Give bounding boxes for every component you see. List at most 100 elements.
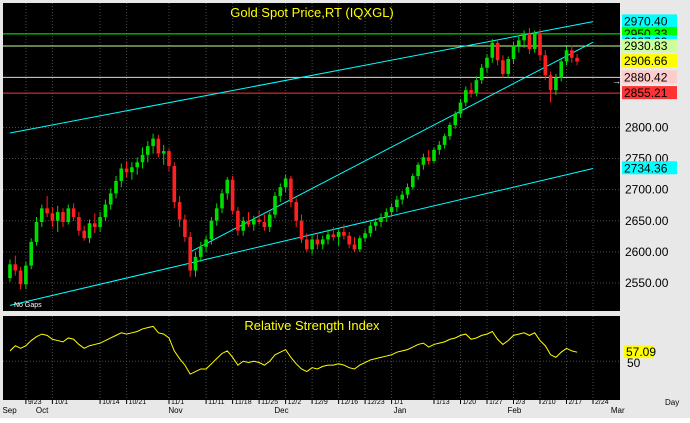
candle <box>267 212 272 232</box>
candle <box>71 203 76 221</box>
price-candles <box>8 27 579 290</box>
x-week-label: 1/27 <box>489 399 503 406</box>
x-week-label: 1/13 <box>436 399 450 406</box>
candle-body <box>373 222 378 226</box>
x-week-label: 10/14 <box>102 399 120 406</box>
candle-body <box>66 208 71 223</box>
candle-body <box>151 138 155 147</box>
candle <box>29 238 33 270</box>
candle <box>384 208 389 223</box>
candle-body <box>442 136 447 145</box>
x-month-label: Oct <box>36 406 49 415</box>
candle <box>305 233 309 252</box>
candle-body <box>283 178 288 188</box>
candle <box>40 204 44 227</box>
candle <box>411 173 415 190</box>
candle-body <box>18 270 23 285</box>
candle-body <box>506 59 510 74</box>
candle-body <box>395 199 399 208</box>
candle-body <box>320 239 325 245</box>
candle-body <box>188 236 192 271</box>
candle-body <box>29 241 33 266</box>
candle-body <box>87 223 92 239</box>
x-week-label: 10/21 <box>129 399 147 406</box>
candle <box>453 111 457 129</box>
candle-body <box>495 42 500 61</box>
candle-body <box>8 264 12 279</box>
candle <box>236 207 240 236</box>
trend-line <box>9 21 594 134</box>
x-month-label: Jan <box>394 406 407 415</box>
candle-body <box>204 239 208 247</box>
candle-body <box>278 187 283 196</box>
candle-body <box>71 208 76 218</box>
candle <box>156 134 161 158</box>
x-week-label: 1/1 <box>394 399 404 406</box>
candle-body <box>474 80 479 93</box>
candle-body <box>177 202 182 220</box>
x-week-label: 9/23 <box>28 399 42 406</box>
price-tag-label: 2930.83 <box>624 39 668 53</box>
candle-body <box>34 222 39 242</box>
rsi-line <box>9 325 578 375</box>
candle-body <box>405 187 410 195</box>
candle-body <box>172 166 177 203</box>
candle-body <box>130 167 134 173</box>
price-axis: 2550.002600.002650.002700.002750.002800.… <box>625 120 669 290</box>
candle <box>352 236 357 252</box>
x-week-label: 2/24 <box>595 399 609 406</box>
candle <box>469 82 473 98</box>
candle <box>18 266 23 290</box>
candle-body <box>421 157 426 165</box>
candle <box>363 229 367 242</box>
candle-body <box>368 225 373 234</box>
candle-body <box>416 164 420 176</box>
rsi-grid <box>3 316 620 400</box>
candle-body <box>40 208 44 223</box>
candle-body <box>458 102 463 114</box>
candle <box>432 147 436 164</box>
candle <box>8 259 12 282</box>
candle-body <box>315 239 320 245</box>
x-week-label: 10/1 <box>54 399 68 406</box>
candle <box>278 183 283 203</box>
candle-body <box>273 195 277 215</box>
x-week-label: 1/20 <box>463 399 477 406</box>
candle-body <box>389 207 394 213</box>
x-week-label: 2/10 <box>542 399 556 406</box>
candle-body <box>50 213 55 221</box>
candle-body <box>61 212 65 223</box>
rsi-chart-title: Relative Strength Index <box>244 318 380 333</box>
candle-body <box>575 57 579 62</box>
candle <box>230 175 235 215</box>
price-tag: 2906.66 <box>622 54 677 68</box>
candle-body <box>220 193 224 209</box>
candle <box>24 261 28 290</box>
candle-body <box>209 220 214 240</box>
candle-body <box>522 34 526 41</box>
candle <box>331 227 336 241</box>
candle <box>225 177 230 200</box>
x-week-label: 11/11 <box>208 399 225 406</box>
price-panel <box>3 3 620 311</box>
candle-body <box>13 264 18 271</box>
candle <box>570 45 574 63</box>
candle-body <box>554 77 558 91</box>
candle <box>405 183 410 199</box>
candle-body <box>490 42 495 58</box>
candle <box>167 148 171 171</box>
candle-body <box>548 75 553 91</box>
x-week-label: 12/2 <box>288 399 302 406</box>
candle <box>347 231 351 249</box>
candle-body <box>108 193 113 205</box>
candle <box>146 141 150 163</box>
candle <box>209 217 214 245</box>
candle <box>193 251 198 277</box>
candle-body <box>230 179 235 211</box>
candle <box>161 144 166 165</box>
price-tag: 2970.40 <box>622 14 677 28</box>
price-tag-bg <box>622 161 677 175</box>
candle-body <box>559 61 563 78</box>
candle <box>114 175 118 199</box>
candle-body <box>384 212 389 218</box>
